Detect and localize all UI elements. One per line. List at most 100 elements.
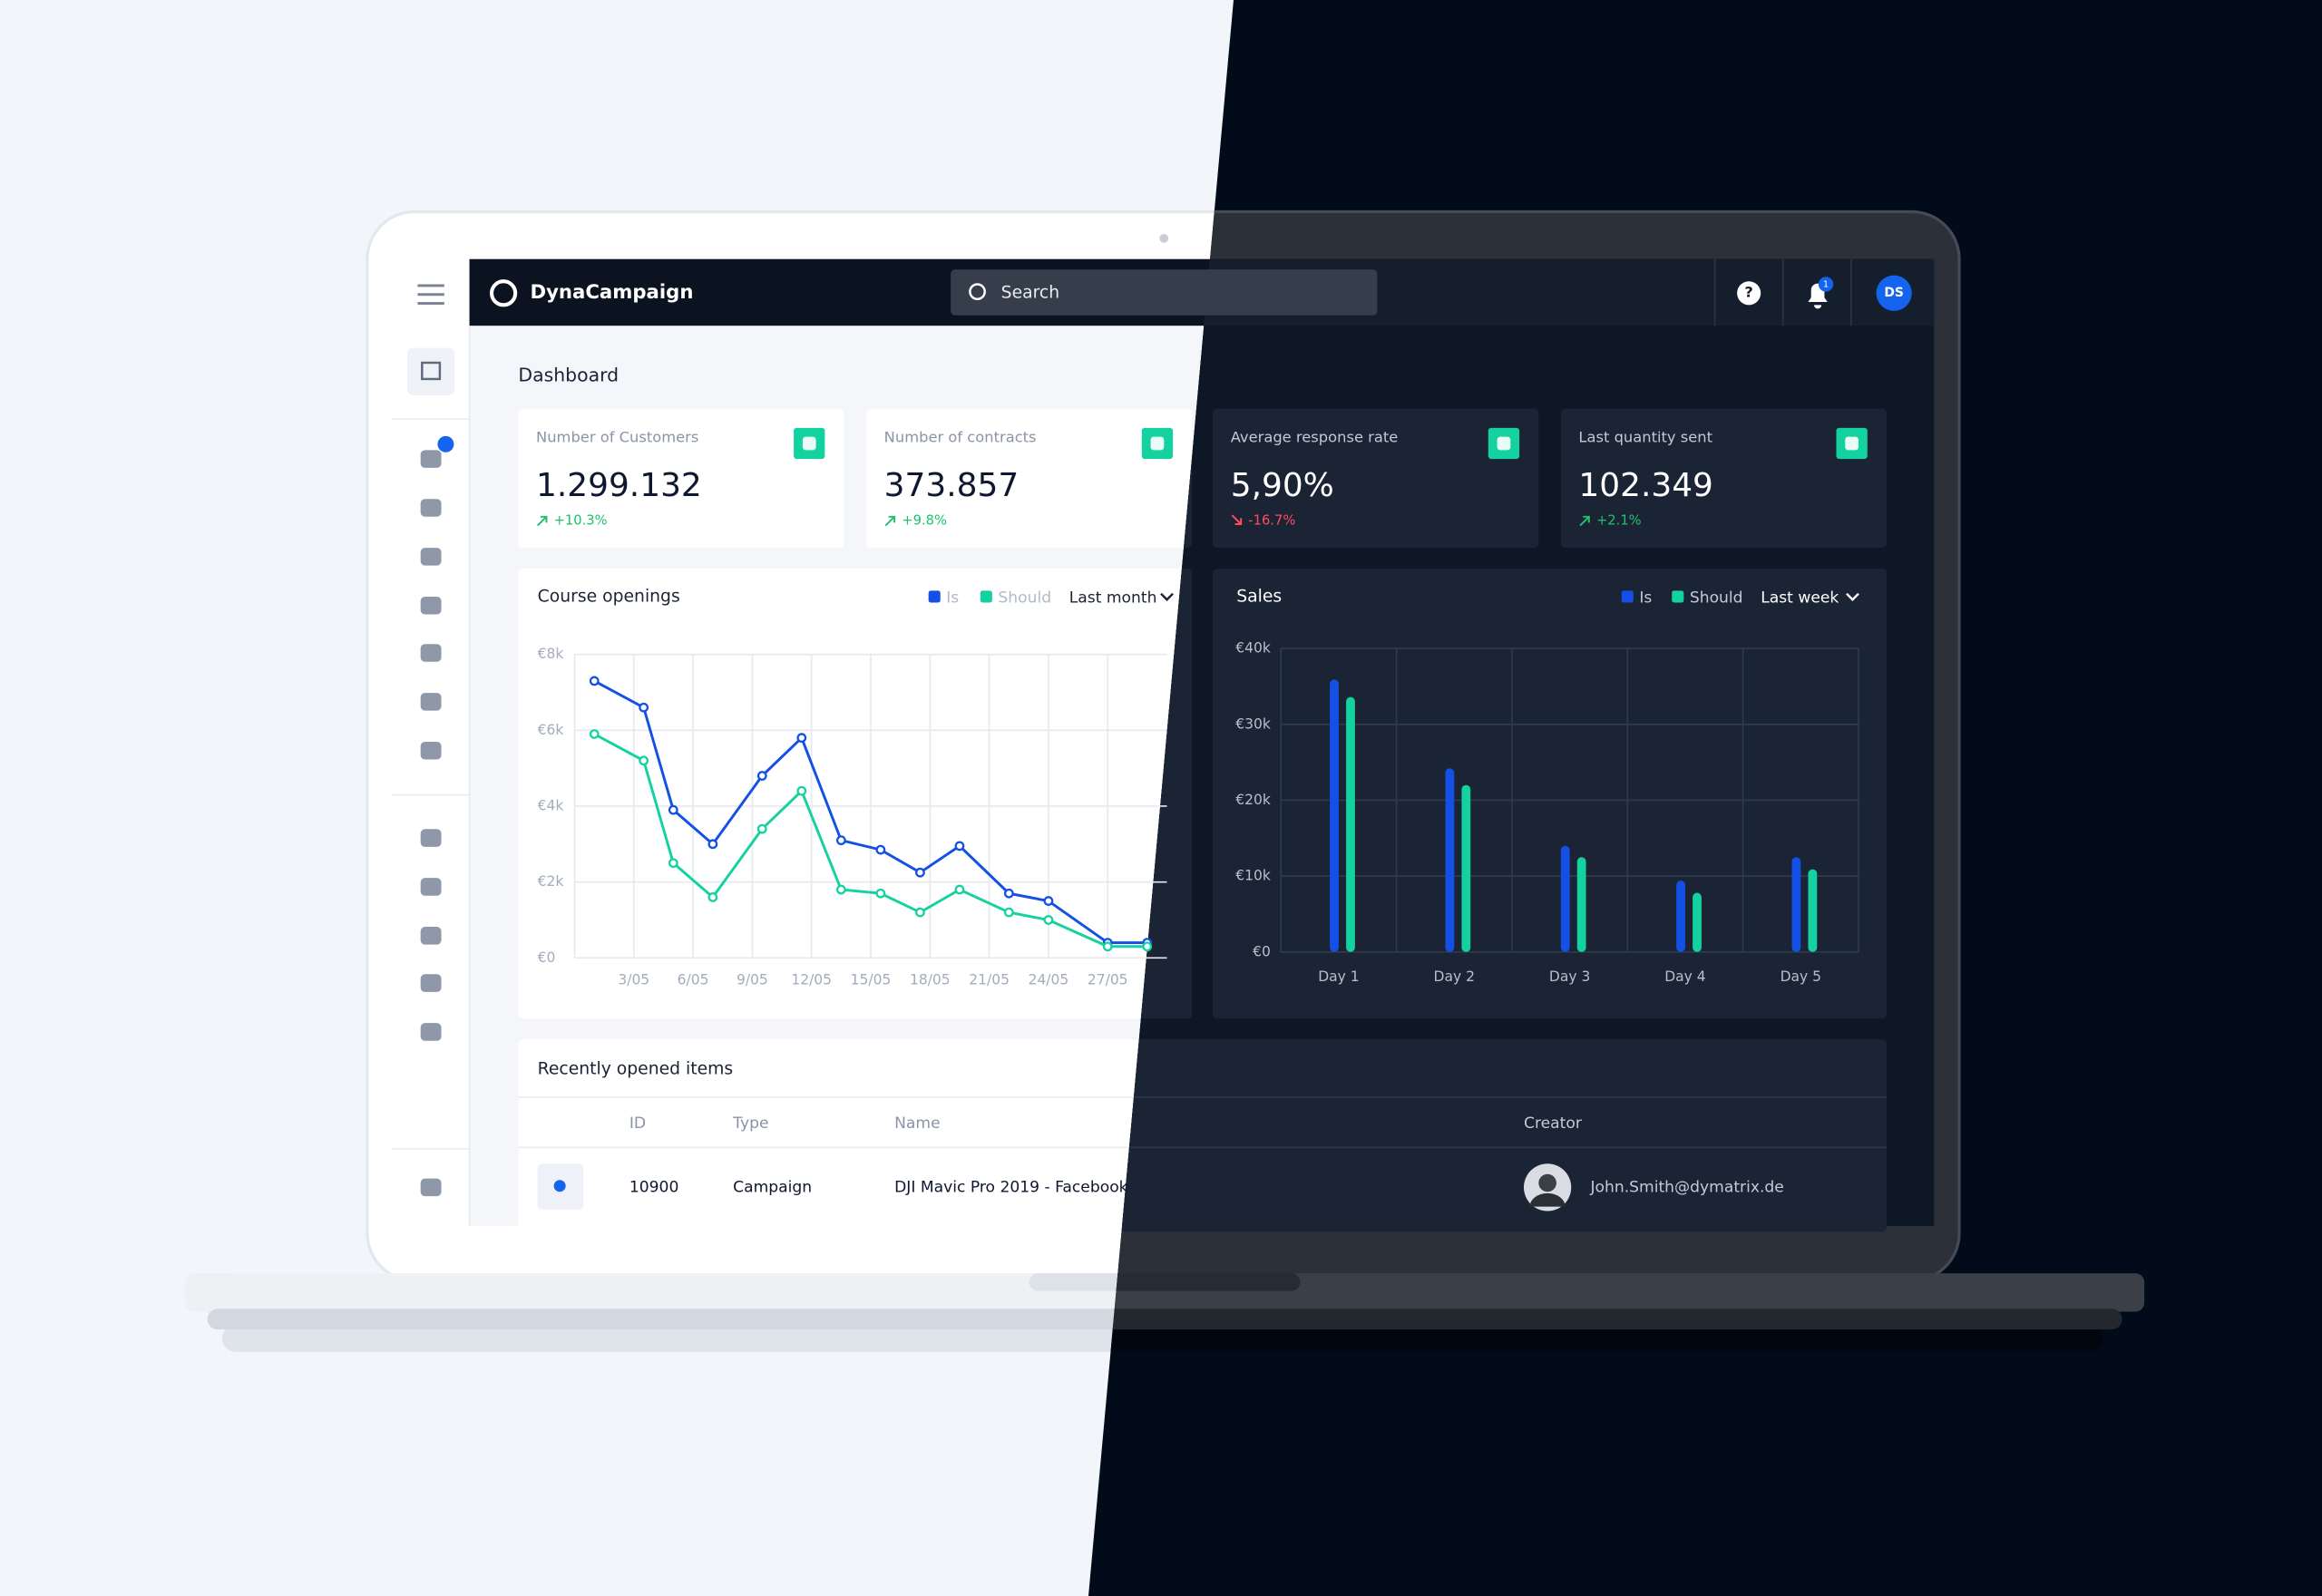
- y-tick-label: €4k: [538, 797, 564, 813]
- nav-icon[interactable]: [420, 1178, 442, 1197]
- laptop-base-bottom: [1088, 1309, 2122, 1330]
- nav-icon[interactable]: [420, 829, 442, 847]
- legend-swatch: [980, 590, 992, 603]
- kpi-trend-arrow: [884, 515, 896, 527]
- table-cell[interactable]: DJI Mavic Pro 2019 - Facebook: [894, 1178, 1128, 1196]
- nav-icon[interactable]: [420, 1023, 442, 1041]
- app-name: DynaCampaign: [530, 281, 693, 304]
- kpi-icon-glyph: [1150, 436, 1165, 451]
- nav-icon[interactable]: [420, 548, 442, 566]
- series-point: [639, 702, 649, 713]
- nav-icon[interactable]: [420, 499, 442, 517]
- nav-icon[interactable]: [420, 927, 442, 945]
- nav-dashboard-icon[interactable]: [421, 361, 442, 381]
- nav-icon[interactable]: [420, 741, 442, 760]
- column-header: Creator: [1524, 1114, 1583, 1133]
- bar: [1346, 696, 1355, 952]
- row-type-glyph: [553, 1180, 566, 1192]
- dropdown-chevron[interactable]: [1160, 592, 1174, 601]
- x-tick-label: 21/05: [969, 971, 1010, 988]
- kpi-label: Number of contracts: [884, 429, 1037, 446]
- series-point: [915, 907, 925, 918]
- nav-icon[interactable]: [420, 450, 442, 468]
- help-glyph: ?: [1744, 284, 1752, 301]
- kpi-value: 1.299.132: [536, 467, 702, 504]
- bar: [1676, 881, 1685, 952]
- chart-title: Course openings: [538, 587, 680, 606]
- series-point: [756, 771, 767, 781]
- help-button[interactable]: [1737, 281, 1761, 306]
- column-header: ID: [629, 1114, 646, 1133]
- x-tick-label: Day 3: [1549, 968, 1590, 985]
- series-point: [756, 823, 767, 834]
- kpi-change: +2.1%: [1596, 513, 1642, 529]
- search-placeholder[interactable]: Search: [1001, 284, 1059, 303]
- series-point: [589, 729, 600, 739]
- nav-icon[interactable]: [420, 644, 442, 662]
- x-tick-label: Day 2: [1434, 968, 1475, 985]
- nav-icon[interactable]: [420, 878, 442, 896]
- table-cell: 10900: [629, 1178, 678, 1196]
- card: [518, 568, 1193, 1019]
- avatar-initials[interactable]: DS: [1884, 286, 1904, 300]
- series-point: [875, 888, 886, 899]
- nav-active[interactable]: [406, 347, 455, 395]
- series-point: [796, 785, 807, 796]
- legend-swatch: [1672, 590, 1684, 603]
- kpi-label: Last quantity sent: [1578, 429, 1712, 446]
- period-dropdown[interactable]: Last week: [1761, 589, 1839, 608]
- column-header: Type: [732, 1114, 768, 1133]
- kpi-change: -16.7%: [1248, 513, 1295, 529]
- screen-content: DynaCampaign Search? 1 DS Dashboard Number of…: [392, 258, 1912, 1226]
- table-title: Recently opened items: [538, 1059, 734, 1078]
- dropdown-chevron[interactable]: [1846, 592, 1859, 601]
- x-tick-label: 12/05: [791, 971, 832, 988]
- series-point: [1003, 907, 1014, 918]
- kpi-value: 373.857: [884, 467, 1019, 504]
- legend-label: Is: [1639, 589, 1652, 608]
- y-tick-label: €10k: [1235, 868, 1271, 884]
- page-title: Dashboard: [518, 365, 619, 386]
- series-point: [954, 884, 965, 895]
- logo: [490, 279, 518, 307]
- y-tick-label: €40k: [1235, 640, 1271, 657]
- nav-badge: [437, 435, 454, 453]
- period-dropdown[interactable]: Last month: [1069, 589, 1157, 608]
- nav-icon[interactable]: [420, 974, 442, 992]
- x-tick-label: 6/05: [678, 971, 709, 988]
- x-tick-label: 3/05: [618, 971, 649, 988]
- series-point: [915, 867, 925, 878]
- creator-avatar-face: [1538, 1173, 1556, 1192]
- series-point: [954, 841, 965, 852]
- series-point: [1003, 888, 1014, 899]
- card: [866, 408, 1193, 549]
- kpi-icon-glyph: [1845, 436, 1859, 451]
- series-point: [707, 839, 718, 850]
- search-box[interactable]: [951, 269, 1378, 316]
- card: [518, 408, 844, 549]
- creator-avatar-body: [1529, 1192, 1566, 1207]
- laptop-base: [1088, 1273, 2145, 1312]
- y-tick-label: €2k: [538, 873, 564, 890]
- bar: [1808, 869, 1818, 952]
- table-cell: Campaign: [733, 1178, 812, 1196]
- legend-label: Should: [998, 589, 1051, 608]
- series-point: [796, 733, 807, 744]
- series-point: [835, 835, 846, 846]
- legend-swatch: [928, 590, 941, 603]
- series-point: [668, 804, 678, 815]
- nav-icon[interactable]: [420, 596, 442, 615]
- bar: [1693, 892, 1702, 952]
- x-tick-label: 24/05: [1029, 971, 1069, 988]
- series-point: [1043, 915, 1054, 925]
- kpi-value: 102.349: [1578, 467, 1712, 504]
- kpi-value: 5,90%: [1231, 467, 1334, 504]
- notification-badge: [1818, 277, 1834, 292]
- avatar[interactable]: [1876, 275, 1912, 311]
- x-tick-label: Day 1: [1318, 968, 1359, 985]
- x-tick-label: Day 4: [1664, 968, 1705, 985]
- nav-icon[interactable]: [420, 693, 442, 711]
- series-line: [593, 733, 1147, 949]
